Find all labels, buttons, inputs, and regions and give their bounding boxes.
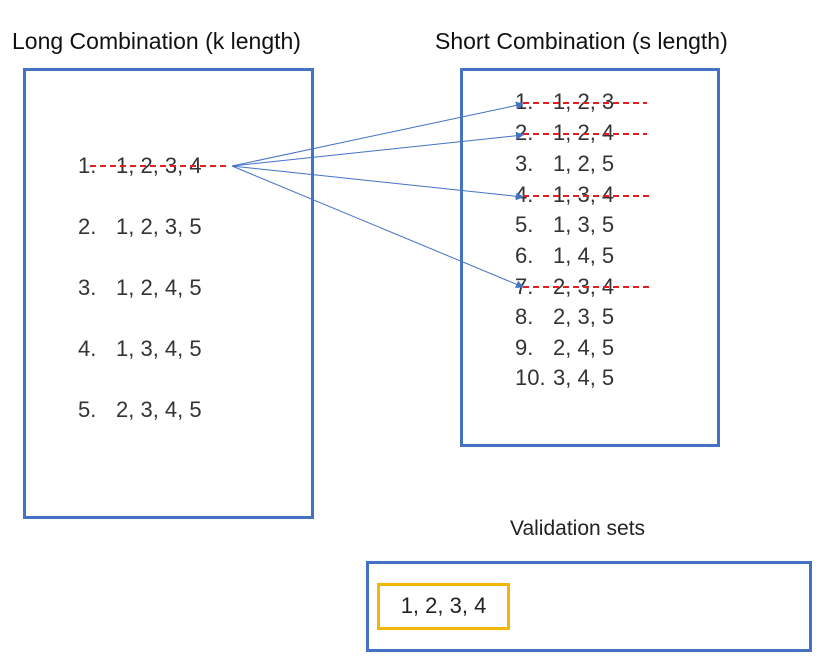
long-item-5: 5. 2, 3, 4, 5 bbox=[78, 397, 202, 423]
long-item-number: 3. bbox=[78, 275, 97, 300]
short-item-4: 4. 1, 3, 4 bbox=[515, 182, 614, 208]
long-item-value: 1, 3, 4, 5 bbox=[116, 336, 202, 361]
short-item-number: 10. bbox=[515, 365, 546, 390]
long-item-number: 2. bbox=[78, 214, 97, 239]
short-item-value: 2, 3, 5 bbox=[553, 304, 615, 329]
long-item-4: 4. 1, 3, 4, 5 bbox=[78, 336, 202, 362]
short-item-number: 3. bbox=[515, 151, 534, 176]
short-combination-box bbox=[460, 68, 720, 447]
short-item-3: 3. 1, 2, 5 bbox=[515, 151, 614, 177]
arrow-to-short-4 bbox=[231, 165, 524, 201]
long-item-number: 4. bbox=[78, 336, 97, 361]
short-item-value: 3, 4, 5 bbox=[553, 365, 615, 390]
short-item-number: 5. bbox=[515, 212, 534, 237]
arrow-to-short-2 bbox=[231, 131, 524, 167]
long-combination-box bbox=[23, 68, 314, 519]
short-item-5: 5. 1, 3, 5 bbox=[515, 212, 614, 238]
validation-sets-title: Validation sets bbox=[510, 517, 646, 540]
short-item-value: 1, 2, 5 bbox=[553, 151, 615, 176]
short-item-8: 8. 2, 3, 5 bbox=[515, 304, 614, 330]
long-item-number: 5. bbox=[78, 397, 97, 422]
short-item-number: 8. bbox=[515, 304, 534, 329]
short-item-value: 1, 3, 5 bbox=[553, 212, 615, 237]
short-item-number: 9. bbox=[515, 335, 534, 360]
long-item-3: 3. 1, 2, 4, 5 bbox=[78, 275, 202, 301]
arrow-to-short-7 bbox=[231, 165, 524, 289]
short-item-number: 4. bbox=[515, 182, 534, 207]
short-item-9: 9. 2, 4, 5 bbox=[515, 335, 614, 361]
long-combination-title: Long Combination (k length) bbox=[12, 28, 301, 54]
validation-sets-box bbox=[366, 561, 812, 652]
short-combination-title: Short Combination (s length) bbox=[435, 28, 728, 54]
long-item-value: 1, 2, 4, 5 bbox=[116, 275, 202, 300]
validation-set-item: 1, 2, 3, 4 bbox=[377, 583, 510, 630]
short-item-value: 1, 2, 3 bbox=[553, 89, 615, 114]
short-item-number: 6. bbox=[515, 243, 534, 268]
short-item-6: 6. 1, 4, 5 bbox=[515, 243, 614, 269]
arrow-to-short-1 bbox=[231, 101, 524, 167]
long-item-2: 2. 1, 2, 3, 5 bbox=[78, 214, 202, 240]
short-item-value: 1, 2, 4 bbox=[553, 120, 615, 145]
long-item-value: 1, 2, 3, 5 bbox=[116, 214, 202, 239]
long-item-number: 1. bbox=[78, 153, 97, 178]
short-item-10: 10. 3, 4, 5 bbox=[515, 365, 614, 391]
long-item-value: 2, 3, 4, 5 bbox=[116, 397, 202, 422]
short-item-value: 1, 4, 5 bbox=[553, 243, 615, 268]
short-item-value: 2, 4, 5 bbox=[553, 335, 615, 360]
short-item-value: 1, 3, 4 bbox=[553, 182, 615, 207]
